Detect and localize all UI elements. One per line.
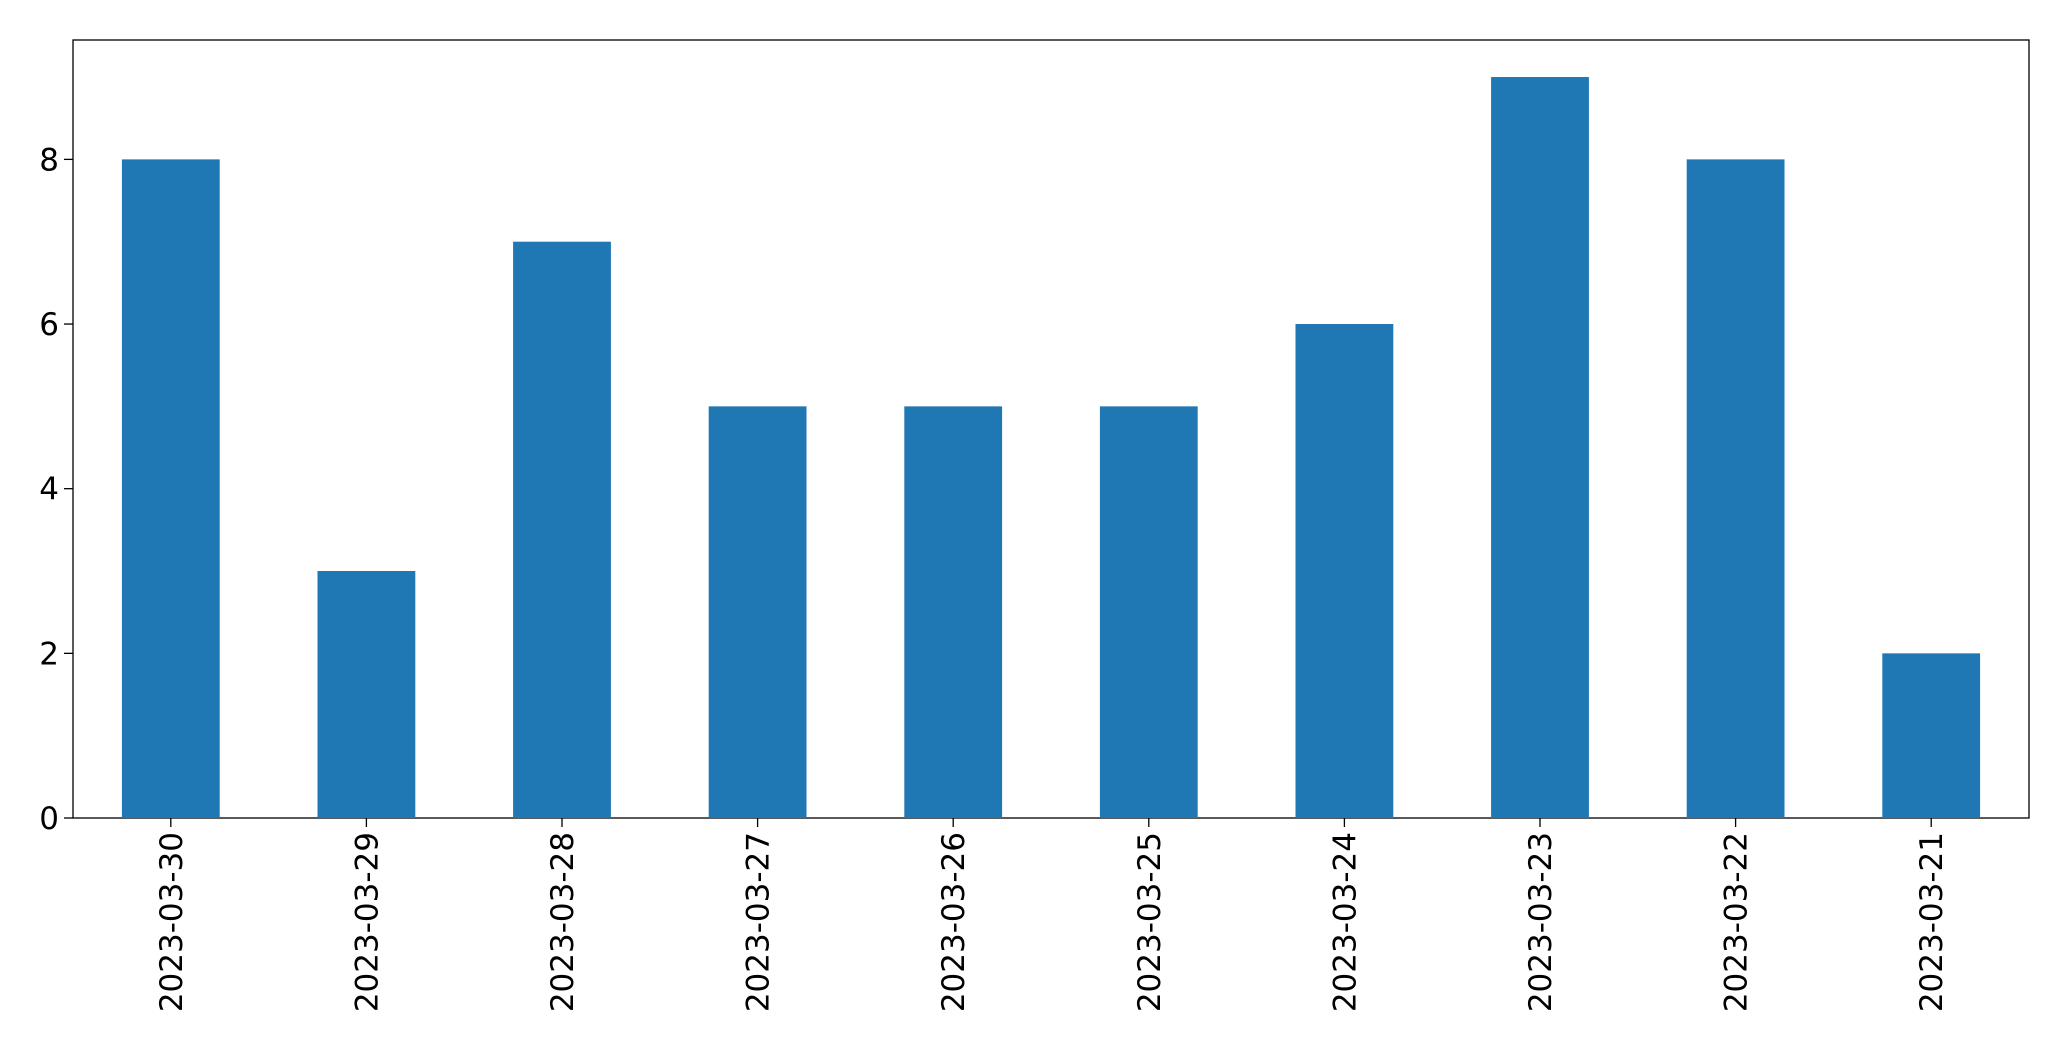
x-tick-label: 2023-03-23	[1523, 832, 1559, 1012]
bar	[317, 571, 416, 818]
bar	[513, 241, 611, 818]
bar	[1099, 406, 1198, 818]
y-tick-label: 2	[39, 636, 59, 672]
bar	[1686, 159, 1785, 818]
bar	[121, 159, 220, 818]
plot-frame	[72, 39, 2030, 819]
y-tick-label: 8	[39, 142, 59, 178]
y-tick-label: 0	[39, 801, 59, 837]
x-tick-label: 2023-03-27	[741, 832, 777, 1012]
bar	[904, 406, 1003, 818]
bar	[1882, 653, 1981, 818]
x-tick-label: 2023-03-30	[154, 832, 190, 1012]
bar	[708, 406, 807, 818]
x-tick-label: 2023-03-24	[1327, 832, 1363, 1012]
x-tick-label: 2023-03-25	[1132, 832, 1168, 1012]
x-tick-label: 2023-03-26	[936, 832, 972, 1012]
x-tick-label: 2023-03-22	[1719, 832, 1755, 1012]
x-tick-label: 2023-03-21	[1914, 832, 1950, 1012]
x-tick-label: 2023-03-29	[349, 832, 385, 1012]
y-tick-label: 6	[39, 307, 59, 343]
bar	[1295, 324, 1394, 818]
x-tick-label: 2023-03-28	[545, 832, 581, 1012]
bar	[1491, 77, 1589, 819]
y-tick-label: 4	[39, 472, 59, 508]
